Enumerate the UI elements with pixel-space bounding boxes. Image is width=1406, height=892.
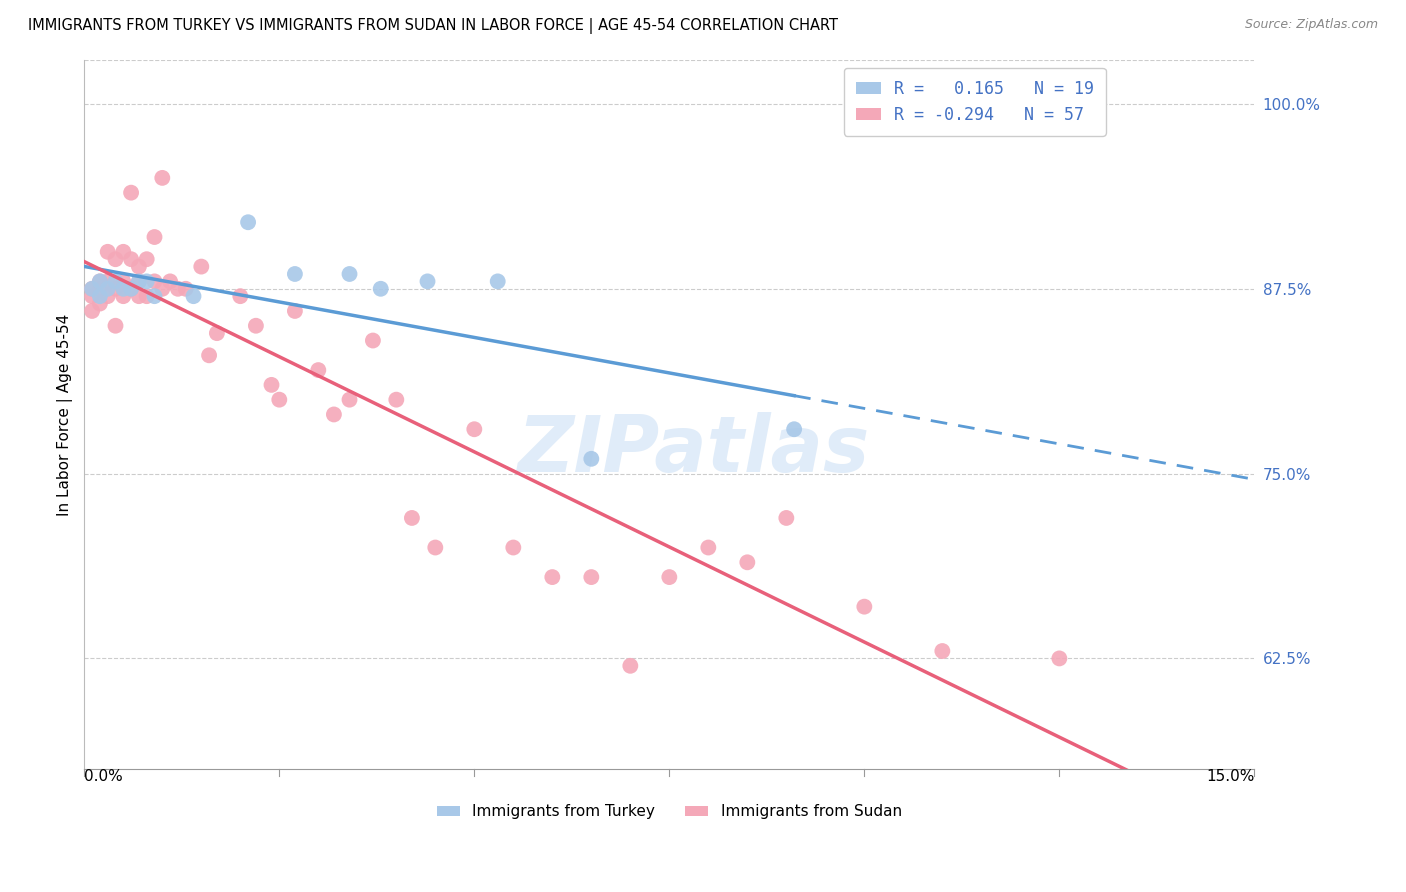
Point [135,274,157,288]
Point [1047,651,1070,665]
Point [150,170,173,185]
Point [89,296,111,310]
Point [229,289,252,303]
Text: IMMIGRANTS FROM TURKEY VS IMMIGRANTS FROM SUDAN IN LABOR FORCE | AGE 45-54 CORRE: IMMIGRANTS FROM TURKEY VS IMMIGRANTS FRO… [28,18,838,34]
Point [236,215,259,229]
Point [120,282,142,296]
Point [307,363,329,377]
Point [581,451,603,466]
Y-axis label: In Labor Force | Age 45-54: In Labor Force | Age 45-54 [58,313,73,516]
Point [581,570,603,584]
Point [112,274,135,288]
Point [89,274,111,288]
Point [658,570,681,584]
Point [245,318,267,333]
Point [167,282,190,296]
Point [783,422,806,436]
Text: 15.0%: 15.0% [1206,769,1254,784]
Point [128,260,150,274]
Point [502,541,524,555]
Point [104,274,127,288]
Point [775,511,797,525]
Point [174,282,197,296]
Point [143,274,166,288]
Text: ZIPatlas: ZIPatlas [516,412,869,488]
Point [339,392,361,407]
Point [385,392,408,407]
Point [104,252,127,267]
Point [128,274,150,288]
Point [120,282,142,296]
Point [425,541,447,555]
Point [322,408,344,422]
Point [853,599,876,614]
Point [190,260,212,274]
Point [97,244,120,259]
Point [112,289,135,303]
Point [104,282,127,296]
Point [112,244,135,259]
Point [120,186,142,200]
Point [619,658,641,673]
Point [135,252,157,267]
Point [737,555,759,569]
Point [361,334,384,348]
Point [159,274,181,288]
Point [416,274,439,288]
Point [150,282,173,296]
Point [401,511,423,525]
Point [269,392,291,407]
Point [697,541,720,555]
Point [463,422,485,436]
Point [183,289,205,303]
Point [112,282,135,296]
Point [89,289,111,303]
Point [80,289,103,303]
Point [931,644,953,658]
Point [284,267,307,281]
Point [128,289,150,303]
Point [80,282,103,296]
Point [205,326,228,340]
Point [97,282,120,296]
Point [260,377,283,392]
Point [120,252,142,267]
Point [97,289,120,303]
Point [143,289,166,303]
Point [541,570,564,584]
Point [284,304,307,318]
Point [80,282,103,296]
Text: Source: ZipAtlas.com: Source: ZipAtlas.com [1244,18,1378,31]
Point [339,267,361,281]
Point [370,282,392,296]
Legend: Immigrants from Turkey, Immigrants from Sudan: Immigrants from Turkey, Immigrants from … [430,798,908,825]
Point [143,230,166,244]
Point [89,282,111,296]
Point [80,304,103,318]
Point [128,274,150,288]
Text: 0.0%: 0.0% [84,769,124,784]
Point [135,289,157,303]
Point [97,274,120,288]
Point [104,318,127,333]
Point [89,274,111,288]
Point [486,274,509,288]
Point [198,348,221,362]
